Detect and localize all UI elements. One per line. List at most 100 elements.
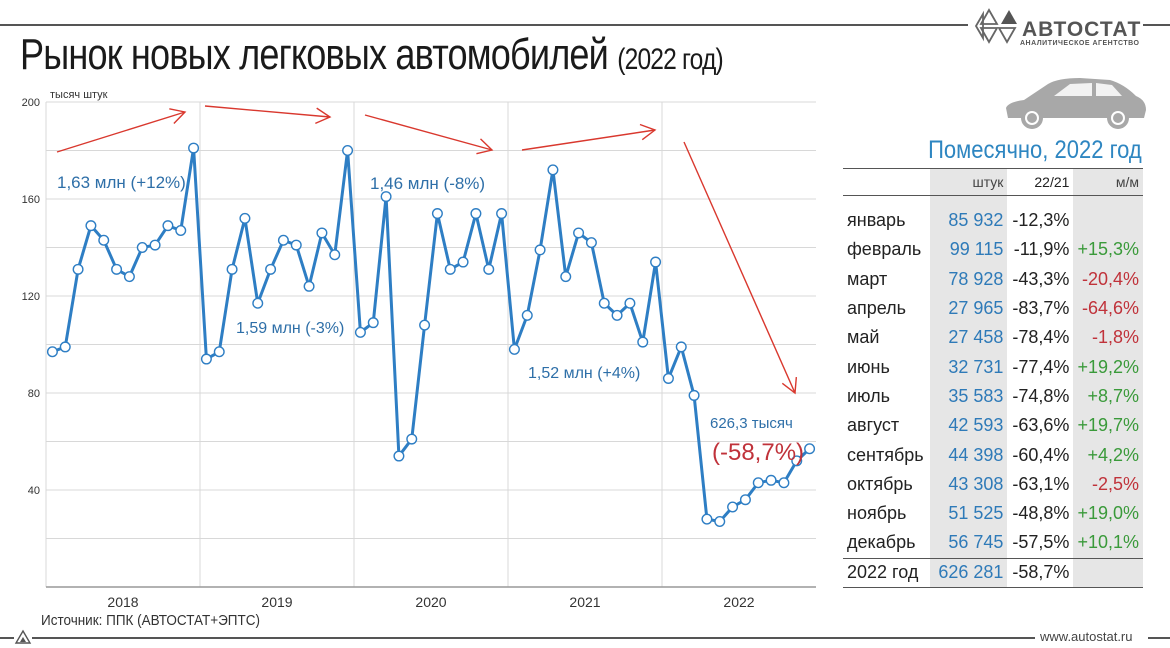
logo-name: АВТОСТАТ	[1022, 18, 1142, 41]
total-label: 2022 год	[843, 557, 931, 588]
mom-cell: -1,8%	[1073, 323, 1143, 353]
data-point	[431, 208, 443, 220]
data-point	[111, 263, 123, 275]
data-point	[406, 433, 418, 445]
table-row: октябрь 43 308 -63,1% -2,5%	[843, 469, 1143, 499]
data-point	[213, 346, 225, 358]
month-cell: январь	[847, 210, 906, 231]
data-point	[252, 297, 264, 309]
yoy-cell: -12,3%	[1012, 210, 1070, 231]
total-qty: 626 281	[930, 557, 1008, 588]
table-row: август 42 593 -63,6% +19,7%	[843, 411, 1143, 441]
month-cell: декабрь	[847, 532, 916, 553]
col-header-month	[843, 168, 931, 196]
data-point	[534, 244, 546, 256]
data-point	[457, 256, 469, 268]
chart-annotation: 1,59 млн (-3%)	[236, 320, 344, 337]
data-point	[175, 225, 187, 237]
data-point	[354, 326, 366, 338]
mom-cell: +4,2%	[1073, 440, 1143, 470]
data-point	[265, 263, 277, 275]
data-point	[72, 263, 84, 275]
yoy-cell: -43,3%	[1012, 268, 1070, 289]
qty-cell: 51 525	[930, 498, 1008, 529]
data-point	[727, 501, 739, 513]
arrow-head-icon	[476, 138, 494, 155]
month-cell: июль	[847, 385, 891, 406]
table-row: январь 85 932 -12,3%	[843, 195, 1143, 236]
data-point	[585, 237, 597, 249]
trend-arrow	[683, 141, 796, 394]
qty-cell: 27 965	[930, 293, 1008, 324]
data-point	[778, 477, 790, 489]
qty-cell: 56 745	[930, 528, 1008, 559]
chart-annotation: 1,52 млн (+4%)	[528, 365, 640, 382]
qty-cell: 85 932	[930, 195, 1008, 236]
chart-annotation: 626,3 тысяч	[710, 415, 793, 432]
month-cell: май	[847, 327, 880, 348]
data-point	[688, 389, 700, 401]
data-point	[573, 227, 585, 239]
qty-cell: 99 115	[930, 235, 1008, 265]
data-point	[226, 263, 238, 275]
total-mom	[1073, 557, 1143, 588]
month-cell: август	[847, 415, 900, 436]
data-point	[637, 336, 649, 348]
mom-cell: +10,1%	[1073, 528, 1143, 559]
data-point	[380, 191, 392, 203]
mom-cell: -20,4%	[1073, 264, 1143, 294]
data-point	[739, 494, 751, 506]
data-point	[329, 249, 341, 261]
data-point	[188, 142, 200, 154]
table-row: сентябрь 44 398 -60,4% +4,2%	[843, 440, 1143, 470]
data-point	[46, 346, 58, 358]
data-point	[483, 263, 495, 275]
arrow-head-icon	[169, 108, 187, 124]
data-point	[547, 164, 559, 176]
trend-arrow	[56, 111, 186, 153]
qty-cell: 42 593	[930, 411, 1008, 441]
data-point	[239, 212, 251, 224]
table-row: декабрь 56 745 -57,5% +10,1%	[843, 528, 1143, 559]
website-link[interactable]: www.autostat.ru	[1040, 629, 1133, 644]
logo-tagline: АНАЛИТИЧЕСКОЕ АГЕНТСТВО	[1020, 40, 1140, 47]
qty-cell: 35 583	[930, 381, 1008, 412]
y-tick-label: 40	[28, 485, 40, 497]
month-cell: ноябрь	[847, 503, 907, 524]
mom-cell: +15,3%	[1073, 235, 1143, 265]
data-point	[316, 227, 328, 239]
sales-line-chart: 40 80 120 160 200 тысяч штук 2018 2019 2020 2021 2…	[22, 89, 816, 610]
data-point	[675, 341, 687, 353]
chart-annotation: 1,63 млн (+12%)	[57, 173, 186, 192]
table-row: июнь 32 731 -77,4% +19,2%	[843, 352, 1143, 382]
data-point	[85, 220, 97, 232]
x-tick-label: 2018	[107, 594, 138, 610]
data-point	[162, 220, 174, 232]
data-point	[624, 297, 636, 309]
yoy-cell: -60,4%	[1012, 444, 1070, 465]
data-point	[765, 474, 777, 486]
col-header-mom: м/м	[1073, 168, 1143, 196]
source-note: Источник: ППК (АВТОСТАТ+ЭПТС)	[41, 612, 260, 629]
data-point	[650, 256, 662, 268]
data-point	[598, 297, 610, 309]
data-point	[521, 309, 533, 321]
title-main: Рынок новых легковых автомобилей	[20, 30, 609, 79]
yoy-cell: -48,8%	[1012, 503, 1070, 524]
month-cell: сентябрь	[847, 444, 924, 465]
y-tick-label: 160	[22, 194, 40, 206]
qty-cell: 44 398	[930, 440, 1008, 470]
arrow-head-icon	[315, 107, 332, 125]
table-header-row: штук 22/21 м/м	[843, 168, 1143, 196]
data-point	[611, 309, 623, 321]
data-point	[752, 477, 764, 489]
data-point	[714, 516, 726, 528]
footer-rule-right	[1148, 637, 1170, 639]
y-tick-label: 200	[22, 97, 40, 109]
mom-cell: -2,5%	[1073, 469, 1143, 499]
data-point	[136, 241, 148, 253]
table-row: апрель 27 965 -83,7% -64,6%	[843, 293, 1143, 324]
data-point	[791, 455, 803, 467]
yoy-cell: -11,9%	[1013, 239, 1070, 260]
x-tick-label: 2019	[261, 594, 292, 610]
